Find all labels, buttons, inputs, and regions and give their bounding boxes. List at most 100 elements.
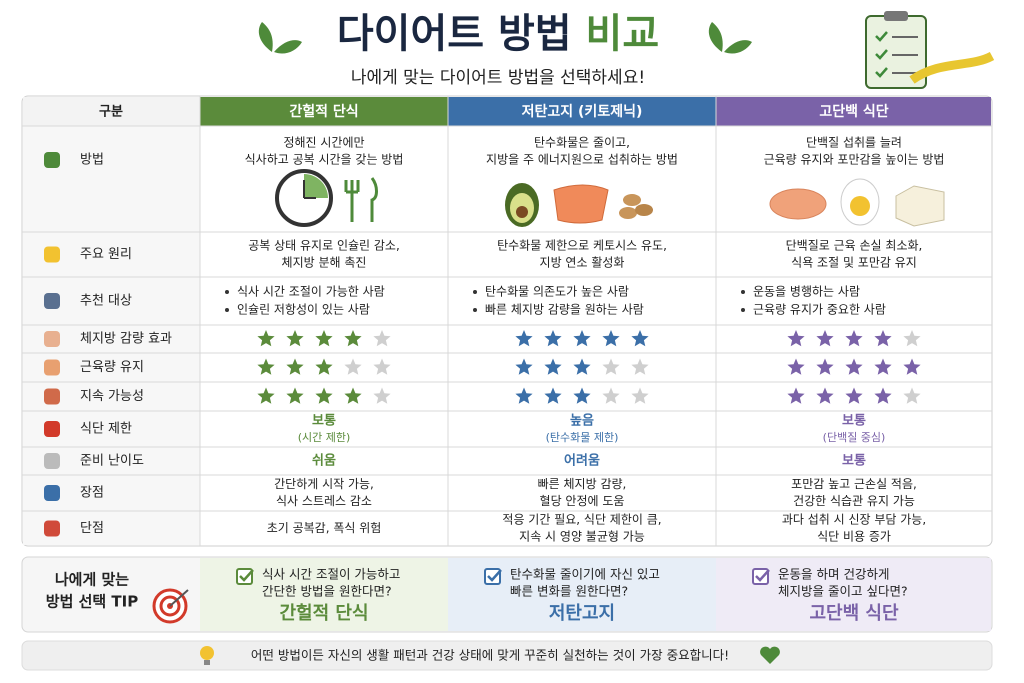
star	[602, 387, 620, 404]
star	[903, 358, 921, 375]
bullet	[473, 308, 477, 312]
bullet-text: 인슐린 저항성이 있는 사람	[237, 303, 370, 317]
tip-label: 나에게 맞는	[55, 571, 129, 589]
bullet	[225, 308, 229, 312]
bullet-text: 빠른 체지방 감량을 원하는 사람	[485, 303, 644, 317]
grade: 보통	[312, 414, 336, 429]
row-icon	[44, 152, 60, 168]
cell-text: 정해진 시간에만	[283, 136, 364, 150]
star-rating	[787, 330, 921, 347]
column-header: 고단백 식단	[819, 103, 888, 120]
cell-text: 단백질로 근육 손실 최소화,	[786, 239, 923, 253]
grade-note: (탄수화물 제한)	[546, 431, 619, 444]
row-label: 체지방 감량 효과	[80, 332, 172, 347]
bullet	[473, 290, 477, 294]
grade: 어려움	[564, 453, 600, 469]
star	[573, 358, 591, 375]
row-label: 주요 원리	[80, 247, 132, 262]
star	[257, 330, 275, 347]
cell-text: 지속 시 영양 불균형 가능	[519, 530, 645, 544]
cell-text: 탄수화물 제한으로 케토시스 유도,	[497, 239, 667, 253]
row-label: 지속 가능성	[80, 389, 144, 404]
grade: 보통	[842, 414, 866, 429]
cell-text: 적응 기간 필요, 식단 제한이 큼,	[502, 513, 661, 527]
star	[373, 358, 391, 375]
star	[544, 387, 562, 404]
star	[315, 387, 333, 404]
checkmark	[239, 569, 254, 582]
star	[787, 387, 805, 404]
star	[816, 330, 834, 347]
cell-text: 근육량 유지와 포만감을 높이는 방법	[764, 153, 945, 167]
tip-question: 탄수화물 줄이기에 자신 있고	[510, 567, 660, 582]
row-label: 단점	[80, 521, 104, 536]
leaf-right	[708, 22, 752, 54]
header-cell	[23, 97, 200, 126]
row-label: 근육량 유지	[80, 360, 144, 375]
row-icon	[44, 485, 60, 501]
row-icon	[44, 520, 60, 537]
table-frame	[21, 95, 993, 547]
cell-text: 건강한 식습관 유지 가능	[793, 494, 915, 508]
grade: 보통	[842, 454, 866, 469]
tip-answer: 고단백 식단	[809, 603, 899, 624]
row-icon	[44, 246, 60, 263]
header-cell	[200, 97, 448, 126]
star-rating	[257, 387, 391, 404]
cell-text: 체지방 분해 촉진	[282, 256, 367, 270]
star	[903, 330, 921, 347]
star	[257, 358, 275, 375]
leaf-left	[258, 22, 302, 54]
column-header: 간헐적 단식	[289, 103, 358, 120]
star-rating	[515, 387, 649, 404]
star	[344, 387, 362, 404]
star	[874, 387, 892, 404]
cell-text: 혈당 안정에 도움	[540, 494, 625, 508]
target-icon	[152, 588, 189, 624]
star	[874, 330, 892, 347]
cell-text: 초기 공복감, 폭식 위험	[267, 521, 382, 535]
cell-text: 공복 상태 유지로 인슐린 감소,	[248, 239, 400, 253]
header-cell	[716, 97, 991, 126]
tip-answer: 저탄고지	[549, 603, 615, 624]
cell-text: 탄수화물은 줄이고,	[534, 136, 630, 150]
grade-note: (시간 제한)	[298, 431, 351, 444]
row-label: 장점	[80, 486, 104, 501]
subtitle: 나에게 맞는 다이어트 방법을 선택하세요!	[351, 68, 645, 88]
title: 다이어트 방법 비교	[337, 11, 659, 57]
star	[602, 330, 620, 347]
star	[573, 387, 591, 404]
star	[315, 330, 333, 347]
cell-text: 식단 비용 증가	[817, 530, 891, 544]
bullet	[225, 290, 229, 294]
cell-text: 식욕 조절 및 포만감 유지	[791, 256, 917, 270]
row-icon	[44, 331, 60, 347]
star	[373, 330, 391, 347]
star-rating	[515, 358, 649, 375]
tip-question: 운동을 하며 건강하게	[778, 567, 889, 582]
bullet-text: 식사 시간 조절이 가능한 사람	[237, 285, 385, 299]
star	[631, 387, 649, 404]
header-cell	[448, 97, 716, 126]
star	[845, 330, 863, 347]
bullet-text: 운동을 병행하는 사람	[753, 284, 860, 299]
row-icon	[44, 388, 60, 405]
cell-text: 포만감 높고 근손실 적음,	[791, 477, 917, 491]
star	[845, 358, 863, 375]
grade: 쉬움	[312, 453, 336, 469]
star	[787, 358, 805, 375]
star	[344, 330, 362, 347]
cell-text: 식사하고 공복 시간을 갖는 방법	[245, 153, 404, 167]
method-illustrations	[275, 169, 945, 227]
star-rating	[515, 330, 649, 347]
bullet-text: 근육량 유지가 중요한 사람	[753, 303, 886, 317]
row-icon	[44, 453, 60, 469]
bullet	[741, 308, 745, 312]
star	[515, 358, 533, 375]
heart-icon	[760, 646, 780, 664]
star	[787, 330, 805, 347]
corner-label: 구분	[99, 105, 123, 120]
clipboard-icon	[865, 11, 995, 89]
